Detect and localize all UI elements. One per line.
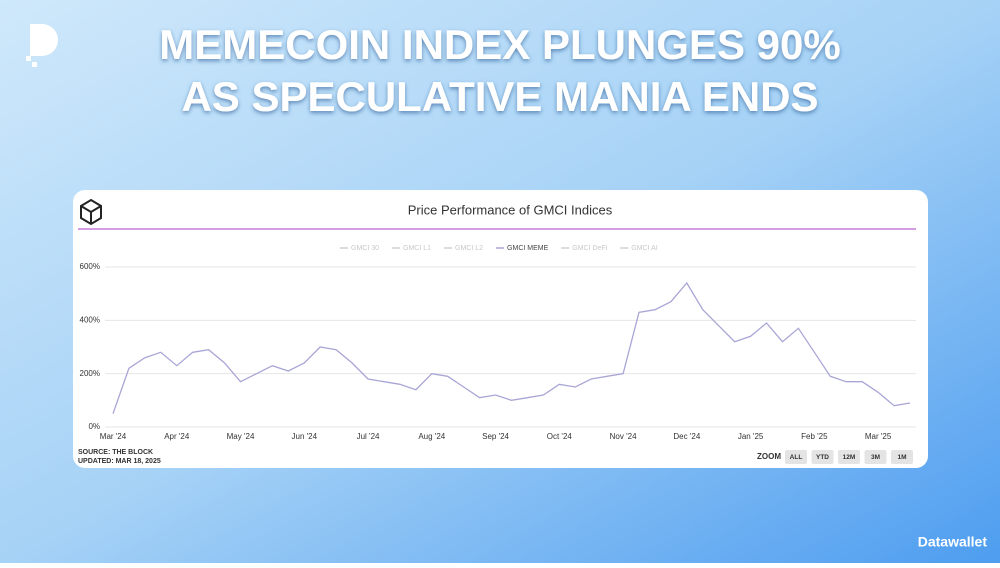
legend-label[interactable]: GMCI AI: [631, 245, 658, 252]
zoom-button[interactable]: [864, 450, 887, 464]
zoom-button-label[interactable]: 12M: [843, 454, 856, 461]
zoom-button-label[interactable]: 3M: [871, 454, 880, 461]
zoom-button-label[interactable]: YTD: [816, 454, 829, 461]
headline: MEMECOIN INDEX PLUNGES 90%: [159, 21, 840, 68]
x-tick-label: Dec '24: [673, 432, 700, 441]
x-tick-label: Jul '24: [357, 432, 380, 441]
y-tick-label: 0%: [88, 422, 100, 431]
x-tick-label: Nov '24: [610, 432, 637, 441]
legend-label[interactable]: GMCI DeFi: [572, 245, 607, 252]
y-tick-label: 400%: [80, 315, 100, 324]
x-tick-label: Apr '24: [164, 432, 190, 441]
x-tick-label: Jan '25: [738, 432, 764, 441]
card-icon: [80, 198, 102, 226]
y-tick-label: 600%: [80, 262, 100, 271]
zoom-button[interactable]: [891, 450, 913, 464]
legend-label[interactable]: GMCI L2: [455, 245, 483, 252]
x-tick-label: Jun '24: [292, 432, 318, 441]
source: SOURCE: THE BLOCK: [78, 449, 153, 456]
x-tick-label: Oct '24: [547, 432, 573, 441]
legend-label[interactable]: GMCI 30: [351, 245, 379, 252]
x-tick-label: Feb '25: [801, 432, 828, 441]
x-tick-label: Mar '25: [865, 432, 892, 441]
zoom-button-label[interactable]: ALL: [790, 454, 803, 461]
legend-label[interactable]: GMCI L1: [403, 245, 431, 252]
logo: [26, 24, 58, 67]
line: [112, 281, 911, 414]
zoom-button-label[interactable]: 1M: [897, 454, 906, 461]
zoom-button[interactable]: [811, 450, 834, 464]
zoom-button[interactable]: [785, 450, 807, 464]
zoom-label: ZOOM: [757, 452, 781, 461]
x-tick-label: Sep '24: [482, 432, 509, 441]
y-tick-label: 200%: [80, 369, 100, 378]
legend-label[interactable]: GMCI MEME: [507, 245, 549, 252]
updated: UPDATED: MAR 18, 2025: [78, 458, 161, 465]
x-tick-label: Aug '24: [418, 432, 445, 441]
x-tick-label: May '24: [227, 432, 255, 441]
brand: Datawallet: [918, 534, 988, 550]
chart-title: Price Performance of GMCI Indices: [408, 202, 613, 217]
x-tick-label: Mar '24: [100, 432, 127, 441]
zoom-button[interactable]: [838, 450, 860, 464]
headline: AS SPECULATIVE MANIA ENDS: [181, 73, 818, 120]
chart-card: [73, 190, 928, 468]
